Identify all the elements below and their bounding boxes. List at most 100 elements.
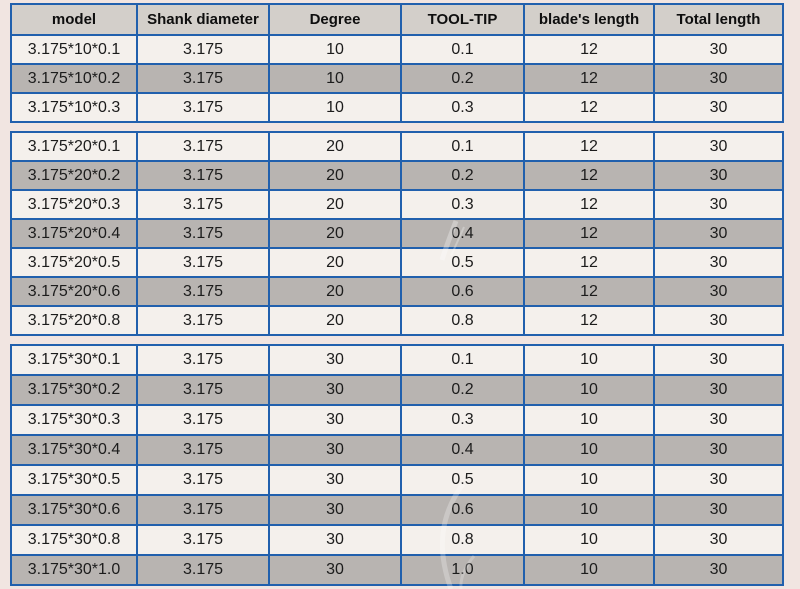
table-cell: 30 [653,247,784,278]
table-row: 3.175*10*0.1 3.175 10 0.1 12 30 [10,34,784,65]
table-row: 3.175*30*0.3 3.175 30 0.3 10 30 [10,404,784,436]
table-cell: 3.175 [136,374,270,406]
table-cell: 0.4 [400,434,525,466]
table-cell: 20 [268,247,402,278]
table-cell: 3.175*20*0.4 [10,218,138,249]
table-cell: 12 [523,218,655,249]
table-cell: 0.1 [400,34,525,65]
table-row: 3.175*20*0.5 3.175 20 0.5 12 30 [10,247,784,278]
table-row: 3.175*30*0.5 3.175 30 0.5 10 30 [10,464,784,496]
table-cell: 3.175 [136,344,270,376]
table-cell: 10 [523,344,655,376]
table-cell: 30 [268,464,402,496]
table-cell: 12 [523,305,655,336]
table-cell: 30 [653,131,784,162]
table-cell: 3.175 [136,524,270,556]
table-cell: 10 [523,494,655,526]
table-cell: 3.175*20*0.6 [10,276,138,307]
table-cell: 10 [268,63,402,94]
column-header: Degree [268,3,402,36]
table-cell: 30 [653,92,784,123]
table-cell: 3.175*10*0.3 [10,92,138,123]
table-cell: 20 [268,131,402,162]
table-cell: 0.3 [400,92,525,123]
table-cell: 0.2 [400,374,525,406]
table-cell: 10 [523,374,655,406]
table-cell: 3.175 [136,63,270,94]
table-row: 3.175*30*0.1 3.175 30 0.1 10 30 [10,344,784,376]
table-cell: 30 [653,189,784,220]
table-cell: 12 [523,34,655,65]
table-cell: 30 [653,464,784,496]
table-cell: 3.175 [136,92,270,123]
table-cell: 3.175*30*0.3 [10,404,138,436]
column-header: blade's length [523,3,655,36]
table-cell: 30 [653,374,784,406]
table-body: 3.175*10*0.1 3.175 10 0.1 12 30 3.175*10*0.2 3.… [10,34,784,123]
table-cell: 3.175 [136,404,270,436]
table-cell: 3.175 [136,218,270,249]
table-cell: 30 [653,160,784,191]
table-head: model Shank diameter Degree TOOL-TIP blade's… [10,3,784,36]
table-row: 3.175*20*0.2 3.175 20 0.2 12 30 [10,160,784,191]
table-cell: 10 [523,464,655,496]
table-cell: 3.175*20*0.2 [10,160,138,191]
table-cell: 30 [653,404,784,436]
table-cell: 10 [268,34,402,65]
table-cell: 20 [268,305,402,336]
table-cell: 30 [268,554,402,586]
table-cell: 3.175 [136,131,270,162]
column-header: Shank diameter [136,3,270,36]
table-body: 3.175*30*0.1 3.175 30 0.1 10 30 3.175*30*0.2 3.… [10,344,784,586]
table-cell: 0.5 [400,247,525,278]
table-cell: 3.175*30*1.0 [10,554,138,586]
table-cell: 0.3 [400,404,525,436]
table-row: 3.175*10*0.2 3.175 10 0.2 12 30 [10,63,784,94]
table-cell: 3.175*20*0.1 [10,131,138,162]
table-cell: 30 [268,524,402,556]
table-cell: 30 [653,494,784,526]
table-cell: 0.6 [400,276,525,307]
table-row: 3.175*20*0.3 3.175 20 0.3 12 30 [10,189,784,220]
table-cell: 12 [523,160,655,191]
table-cell: 10 [523,554,655,586]
table-cell: 3.175 [136,189,270,220]
table-row: 3.175*30*0.8 3.175 30 0.8 10 30 [10,524,784,556]
table-row: 3.175*20*0.6 3.175 20 0.6 12 30 [10,276,784,307]
table-cell: 30 [268,344,402,376]
table-row: 3.175*20*0.4 3.175 20 0.4 12 30 [10,218,784,249]
table-cell: 30 [653,305,784,336]
table-row: 3.175*30*0.6 3.175 30 0.6 10 30 [10,494,784,526]
table-cell: 3.175 [136,247,270,278]
table-cell: 3.175 [136,34,270,65]
table-cell: 0.8 [400,524,525,556]
table-row: 3.175*20*0.1 3.175 20 0.1 12 30 [10,131,784,162]
table-cell: 3.175*10*0.2 [10,63,138,94]
table-cell: 0.2 [400,63,525,94]
table-cell: 30 [653,524,784,556]
table-cell: 12 [523,189,655,220]
table-cell: 10 [523,404,655,436]
column-header: model [10,3,138,36]
table-row: 3.175*30*0.4 3.175 30 0.4 10 30 [10,434,784,466]
table-cell: 20 [268,218,402,249]
table-cell: 12 [523,131,655,162]
table-cell: 30 [653,276,784,307]
table-cell: 30 [268,434,402,466]
header-row: model Shank diameter Degree TOOL-TIP blade's… [10,3,784,36]
table-cell: 20 [268,189,402,220]
table-cell: 1.0 [400,554,525,586]
table-cell: 3.175 [136,160,270,191]
spec-table-group-degree-20: 3.175*20*0.1 3.175 20 0.1 12 30 3.175*20*0.2 3.… [10,131,784,336]
table-cell: 0.1 [400,344,525,376]
table-cell: 3.175*30*0.8 [10,524,138,556]
table-cell: 30 [653,34,784,65]
table-cell: 10 [268,92,402,123]
table-cell: 3.175*10*0.1 [10,34,138,65]
table-cell: 3.175*30*0.2 [10,374,138,406]
table-cell: 10 [523,434,655,466]
table-body: 3.175*20*0.1 3.175 20 0.1 12 30 3.175*20*0.2 3.… [10,131,784,336]
table-cell: 3.175*30*0.5 [10,464,138,496]
table-cell: 0.1 [400,131,525,162]
table-cell: 0.4 [400,218,525,249]
